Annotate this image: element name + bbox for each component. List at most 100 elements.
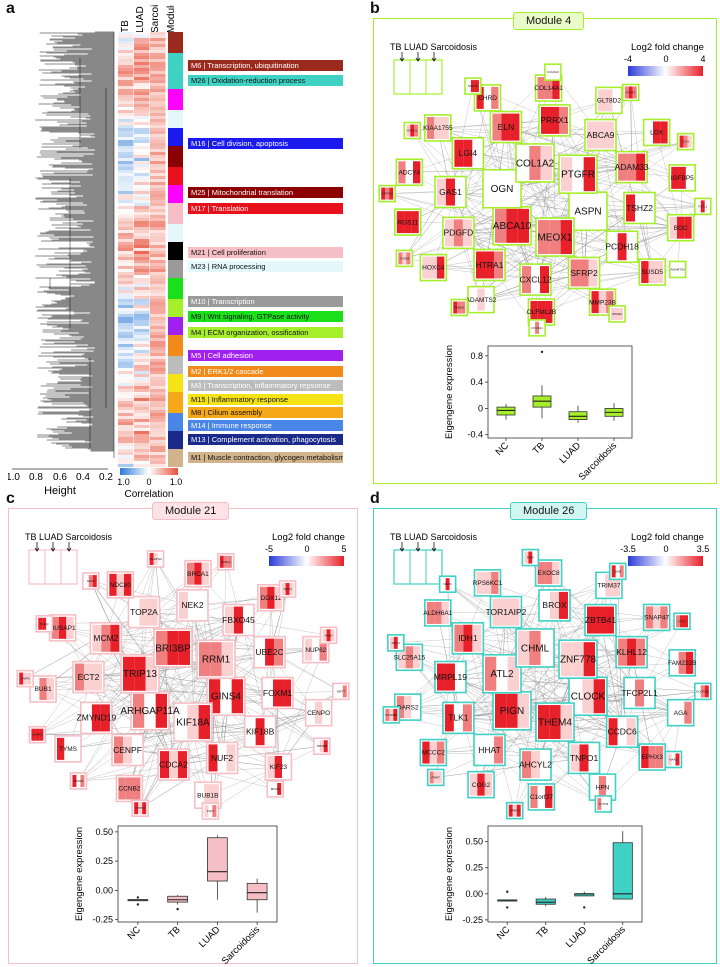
legend-tick: 0 bbox=[663, 544, 668, 554]
inset-labels: TB LUAD Sarcoidosis bbox=[390, 42, 478, 52]
x-tick-label: NC bbox=[126, 924, 144, 942]
gene-label: PTGFR bbox=[561, 170, 595, 181]
legend-tick: 3.5 bbox=[697, 544, 710, 554]
gene-label: TRNDB bbox=[317, 744, 327, 748]
gene-node: CENPF bbox=[111, 733, 144, 767]
gene-node: TRNDB bbox=[312, 737, 331, 756]
gene-node: CTPS1 bbox=[131, 799, 149, 818]
panel-c-title: Module 21 bbox=[152, 502, 230, 520]
gene-label: ZBTB41 bbox=[585, 615, 616, 625]
gene-node: SIAE bbox=[608, 562, 627, 581]
gene-label: RPS6KC1 bbox=[473, 580, 503, 587]
gene-label: CENPF bbox=[113, 745, 142, 755]
gene-label: UBE2C bbox=[255, 647, 283, 657]
gene-node: PTGFR bbox=[558, 154, 598, 194]
gene-node: PRRX1 bbox=[538, 104, 571, 137]
gene-node: ADAM33 bbox=[615, 150, 649, 184]
module-label-m4: M4 | ECM organization, ossification bbox=[188, 327, 343, 338]
gene-node: KIF18B bbox=[243, 715, 277, 749]
gene-label: TLK1 bbox=[448, 713, 469, 723]
gene-node: BRCA1 bbox=[184, 559, 212, 588]
y-tick-label: 0.8 bbox=[470, 351, 483, 361]
gene-label: MCCC2 bbox=[422, 750, 445, 757]
gene-node: SSC5D bbox=[464, 77, 482, 95]
module-label-m8: M8 | Cilium assembly bbox=[188, 407, 343, 418]
height-tick: 1.0 bbox=[8, 472, 20, 483]
gene-node: GOLPH3L bbox=[694, 682, 712, 701]
gene-label: NUP62 bbox=[305, 647, 326, 654]
height-tick: 0.4 bbox=[76, 472, 90, 483]
gene-label: DARS2 bbox=[397, 704, 419, 711]
y-tick-label: 0.25 bbox=[95, 856, 113, 866]
legend-title: Log2 fold change bbox=[272, 532, 345, 543]
box-sarcoidosis bbox=[604, 403, 624, 421]
gene-node: LOX bbox=[642, 118, 671, 147]
module-label-m16: M16 | Cell division, apoptosis bbox=[188, 138, 343, 149]
col-header-sarcoidosis: Sarcoidosis bbox=[150, 5, 161, 33]
gene-label: ASPN bbox=[574, 207, 601, 218]
gene-label: CENPO bbox=[307, 710, 330, 717]
col-header-luad: LUAD bbox=[135, 6, 146, 33]
gene-label: AGA bbox=[674, 710, 688, 717]
outlier-point bbox=[583, 906, 586, 909]
gene-node: SYNE3 bbox=[395, 249, 414, 268]
corr-tick: 1.0 bbox=[170, 477, 183, 487]
box-tb bbox=[535, 896, 556, 907]
gene-label: POLQ bbox=[40, 622, 49, 626]
gene-label: HPN bbox=[596, 784, 610, 791]
gene-node: CDCA2 bbox=[157, 748, 190, 781]
gene-node: ZNF778 bbox=[558, 639, 598, 679]
box-sarcoidosis bbox=[246, 878, 268, 913]
gene-label: TRIM37 bbox=[597, 583, 621, 590]
gene-node: ELN bbox=[489, 110, 523, 144]
gene-label: SYNE3 bbox=[399, 256, 409, 260]
gene-node: C1orf27 bbox=[527, 783, 556, 811]
gene-node: COL5A1 bbox=[528, 319, 546, 337]
outlier-point bbox=[506, 906, 509, 909]
gene-node: COL1A2 bbox=[515, 143, 555, 183]
corr-tick: -1.0 bbox=[118, 477, 130, 487]
gene-node: PDGFD bbox=[442, 216, 475, 250]
gene-label: CTPS1 bbox=[135, 806, 145, 810]
gene-label: OLFML2B bbox=[527, 309, 557, 316]
legend-tick: -3.5 bbox=[620, 544, 636, 554]
gene-label: RRM1 bbox=[202, 655, 231, 666]
gene-label: SPARC bbox=[612, 312, 623, 316]
legend-tick: 0 bbox=[304, 544, 309, 554]
gene-label: DCN bbox=[682, 140, 689, 144]
gene-label: PLK4 bbox=[207, 809, 215, 813]
inset-labels: TB LUAD Sarcoidosis bbox=[25, 532, 113, 542]
gene-label: KIF23 bbox=[270, 764, 288, 771]
gene-node: E2F8 bbox=[81, 572, 100, 590]
gene-node: FAM222B bbox=[668, 649, 697, 677]
gene-label: HTRA1 bbox=[476, 260, 504, 270]
gene-node: CCDC6 bbox=[605, 715, 639, 749]
y-tick-label: 0 bbox=[478, 403, 483, 413]
gene-label: SFRP2 bbox=[570, 268, 598, 278]
gene-node: GAS1 bbox=[434, 175, 467, 209]
gene-label: OGN bbox=[491, 184, 514, 195]
gene-label: NCAPG2 bbox=[149, 557, 162, 561]
gene-label: SIAE bbox=[614, 569, 621, 573]
plot-area bbox=[117, 825, 278, 923]
outlier-point bbox=[136, 896, 140, 899]
gene-label: C1orf27 bbox=[530, 794, 554, 801]
dendrogram bbox=[35, 31, 115, 458]
gene-label: COL6A3 bbox=[547, 70, 559, 74]
module-label-m9: M9 | Wnt signaling, GTPase activity bbox=[188, 311, 343, 322]
gene-node: FSTL1 bbox=[694, 197, 712, 216]
y-tick-label: 0.00 bbox=[465, 889, 483, 899]
gene-label: ADAM33 bbox=[615, 162, 649, 172]
gene-label: MCM2 bbox=[93, 633, 118, 643]
gene-label: RGS11 bbox=[397, 219, 418, 226]
gene-label: TOR1AIP2 bbox=[485, 607, 526, 617]
gene-node: ALDH6A1 bbox=[423, 599, 453, 627]
gene-node: EXOC8 bbox=[534, 559, 563, 587]
gene-label: CHML bbox=[521, 643, 550, 654]
y-tick-label: -0.25 bbox=[92, 915, 113, 925]
gene-label: ABCA10 bbox=[493, 221, 532, 232]
gene-node: TOP2A bbox=[127, 595, 161, 629]
gene-label: CXCL12 bbox=[519, 274, 551, 284]
gene-node: MMP23B bbox=[588, 288, 617, 316]
module-label-m14: M14 | Immune response bbox=[188, 420, 343, 431]
